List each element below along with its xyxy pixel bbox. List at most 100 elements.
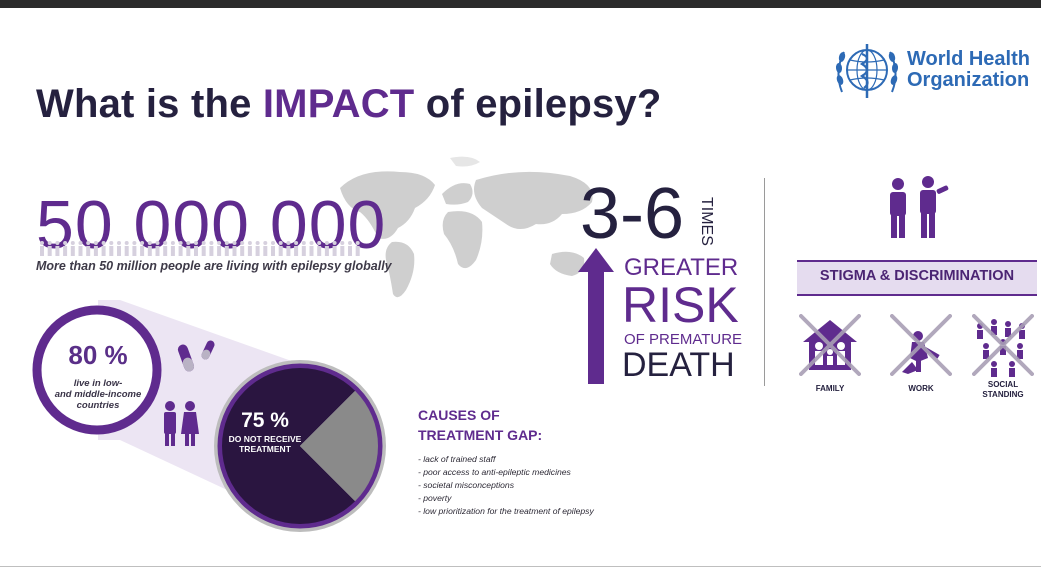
section-divider: [764, 178, 765, 386]
global-caption: More than 50 million people are living w…: [36, 259, 392, 273]
who-wordmark: World Health Organization: [907, 49, 1030, 91]
person-icon: [332, 241, 337, 256]
person-icon: [178, 241, 183, 256]
work-label: WORK: [908, 384, 934, 393]
causes-heading: CAUSES OF TREATMENT GAP:: [418, 405, 542, 445]
causes-list: - lack of trained staff - poor access to…: [418, 453, 594, 518]
title-part-2: of epilepsy?: [414, 82, 662, 126]
person-icon: [317, 241, 322, 256]
people-pair-icon: [890, 176, 949, 238]
gap-caption-line-2: TREATMENT: [239, 444, 291, 454]
person-icon: [140, 241, 145, 256]
stigma-heading: STIGMA & DISCRIMINATION: [819, 268, 1015, 284]
list-item: - low prioritization for the treatment o…: [418, 506, 594, 516]
social-standing-icon: [972, 314, 1034, 377]
who-emblem-icon: [835, 44, 899, 98]
person-icon: [93, 241, 98, 256]
family-label: FAMILY: [815, 384, 845, 393]
pill-icon: [177, 344, 195, 372]
person-icon: [147, 241, 152, 256]
risk-multiplier: 3-6: [580, 174, 685, 254]
person-icon: [124, 241, 129, 256]
person-icon: [55, 241, 60, 256]
person-icon: [232, 241, 237, 256]
treatment-gap-graphic: [32, 300, 386, 532]
stigma-banner: STIGMA & DISCRIMINATION: [797, 260, 1037, 296]
person-icon: [286, 241, 291, 256]
person-icon: [255, 241, 260, 256]
doctor-icon: [181, 401, 199, 446]
person-icon: [340, 241, 345, 256]
list-item: - poor access to anti-epileptic medicine…: [418, 467, 571, 477]
income-caption: live in low- and middle-income countries: [38, 378, 158, 411]
doctor-icon: [164, 401, 176, 446]
gap-caption: DO NOT RECEIVE TREATMENT: [225, 434, 305, 454]
person-icon: [70, 241, 75, 256]
income-caption-line-2: and middle-income: [54, 389, 142, 400]
person-icon: [201, 241, 206, 256]
person-icon: [132, 241, 137, 256]
person-icon: [355, 241, 360, 256]
person-icon: [348, 241, 352, 256]
person-icon: [278, 241, 283, 256]
risk-death-label: DEATH: [622, 346, 735, 384]
person-icon: [209, 241, 214, 256]
person-icon: [194, 241, 198, 256]
list-item: - societal misconceptions: [418, 480, 515, 490]
risk-label: RISK: [622, 277, 739, 333]
person-icon: [109, 241, 114, 256]
social-standing-label: SOCIAL STANDING: [970, 380, 1036, 400]
income-caption-line-3: countries: [76, 400, 120, 411]
person-icon: [240, 241, 245, 256]
person-icon: [47, 241, 52, 256]
person-icon: [163, 241, 168, 256]
person-icon: [324, 241, 329, 256]
top-bar: [0, 0, 1041, 8]
title-part-1: What is the: [36, 82, 263, 126]
person-icon: [217, 241, 222, 256]
person-icon: [224, 241, 229, 256]
person-icon: [247, 241, 252, 256]
gap-caption-line-1: DO NOT RECEIVE: [228, 434, 302, 444]
work-icon: [890, 314, 952, 376]
list-item: - lack of trained staff: [418, 454, 496, 464]
page-title: What is the IMPACT of epilepsy?: [36, 82, 662, 127]
people-row-icons: [40, 241, 360, 256]
person-icon: [309, 241, 314, 256]
title-accent: IMPACT: [262, 82, 415, 126]
person-icon: [101, 241, 106, 256]
causes-heading-line-1: CAUSES OF: [418, 407, 500, 423]
person-icon: [78, 241, 83, 256]
who-name-line-1: World Health: [907, 48, 1030, 70]
person-icon: [263, 241, 268, 256]
income-caption-line-1: live in low-: [73, 378, 123, 389]
income-ring: [32, 305, 162, 435]
arrow-up-icon: [578, 248, 614, 384]
person-icon: [86, 241, 91, 256]
person-icon: [40, 241, 44, 256]
person-icon: [301, 241, 306, 256]
family-icon: [799, 314, 861, 376]
list-item: - poverty: [418, 493, 452, 503]
person-icon: [294, 241, 299, 256]
person-icon: [170, 241, 175, 256]
pill-icon: [201, 340, 215, 360]
risk-premature-label: OF PREMATURE: [624, 331, 743, 348]
gap-treated-slice: [300, 390, 378, 502]
risk-times-label: TIMES: [698, 197, 715, 246]
person-icon: [186, 241, 191, 256]
bottom-rule: [0, 566, 1041, 567]
who-name-line-2: Organization: [907, 69, 1030, 91]
gap-untreated-slice: [222, 368, 356, 524]
income-percent: 80 %: [68, 340, 128, 370]
social-label-line-2: STANDING: [982, 390, 1024, 399]
risk-greater-label: GREATER: [624, 254, 739, 281]
person-icon: [63, 241, 68, 256]
person-icon: [117, 241, 121, 256]
person-icon: [155, 241, 160, 256]
social-label-line-1: SOCIAL: [987, 380, 1019, 389]
gap-percent: 75 %: [241, 409, 289, 432]
causes-heading-line-2: TREATMENT GAP:: [418, 427, 543, 443]
world-map-image: [340, 156, 593, 298]
person-icon: [271, 241, 275, 256]
